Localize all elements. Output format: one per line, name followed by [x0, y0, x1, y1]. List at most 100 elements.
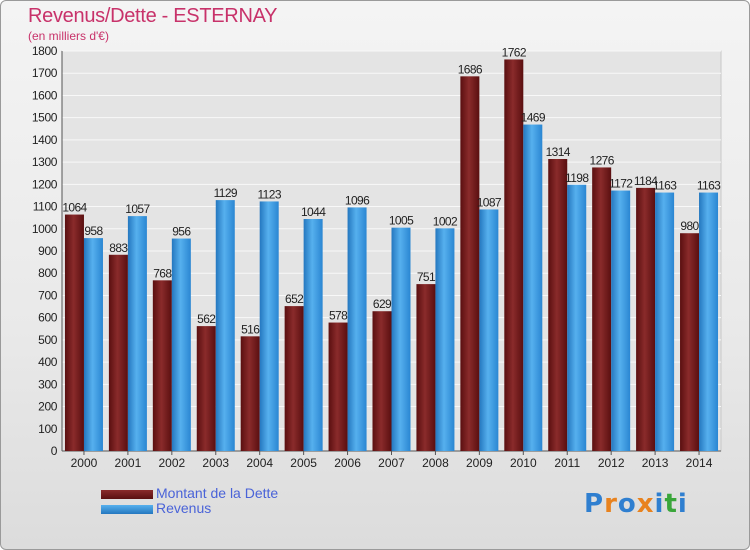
value-label-dette: 883 — [109, 241, 128, 255]
y-tick-label: 400 — [38, 355, 58, 369]
bar-revenus — [391, 227, 411, 451]
x-tick-label: 2013 — [642, 456, 669, 470]
proxiti-logo: Proxiti — [584, 489, 688, 519]
chart-subtitle: (en milliers d'€) — [28, 29, 109, 43]
x-tick-label: 2003 — [202, 456, 229, 470]
x-tick-label: 2014 — [686, 456, 713, 470]
x-tick-label: 2012 — [598, 456, 625, 470]
logo-letter: i — [654, 489, 665, 519]
value-label-revenus: 1172 — [609, 177, 633, 191]
bar-dette — [196, 326, 216, 451]
bar-revenus — [435, 228, 455, 451]
y-tick-label: 700 — [38, 288, 58, 302]
y-tick-label: 1800 — [32, 44, 58, 58]
y-tick-label: 1000 — [32, 222, 58, 236]
value-label-dette: 562 — [197, 312, 216, 326]
x-tick-label: 2006 — [334, 456, 361, 470]
y-tick-label: 1700 — [32, 66, 58, 80]
x-tick-label: 2011 — [554, 456, 580, 470]
x-tick-label: 2005 — [290, 456, 317, 470]
value-label-revenus: 1469 — [521, 111, 546, 125]
value-label-revenus: 1044 — [301, 205, 326, 219]
value-label-dette: 652 — [285, 292, 304, 306]
y-tick-label: 1500 — [32, 111, 58, 125]
bar-dette — [328, 322, 348, 451]
value-label-dette: 516 — [241, 322, 260, 336]
bar-dette — [284, 306, 304, 451]
value-label-revenus: 956 — [172, 225, 191, 239]
value-label-revenus: 1057 — [125, 202, 150, 216]
value-label-dette: 768 — [153, 266, 172, 280]
bar-revenus — [611, 190, 631, 452]
logo-letter: o — [617, 489, 637, 519]
bar-dette — [240, 336, 260, 451]
value-label-revenus: 1198 — [565, 171, 589, 185]
bar-dette — [372, 311, 392, 451]
value-label-dette: 1686 — [458, 62, 483, 76]
bar-dette — [416, 284, 436, 451]
x-tick-label: 2009 — [466, 456, 493, 470]
logo-letter: x — [636, 489, 655, 519]
legend-swatch-dette — [101, 490, 153, 499]
value-label-revenus: 958 — [84, 224, 103, 238]
value-label-dette: 1314 — [546, 145, 571, 159]
y-tick-label: 1600 — [32, 88, 58, 102]
x-tick-label: 2008 — [422, 456, 449, 470]
value-label-dette: 578 — [329, 309, 348, 323]
value-label-dette: 980 — [680, 219, 699, 233]
x-tick-label: 2001 — [115, 456, 142, 470]
value-label-revenus: 1163 — [653, 179, 677, 193]
bar-dette — [592, 167, 612, 451]
value-label-revenus: 1002 — [433, 214, 458, 228]
value-label-dette: 1762 — [502, 45, 527, 59]
y-tick-label: 1400 — [32, 133, 58, 147]
bar-revenus — [479, 209, 499, 451]
value-label-revenus: 1096 — [345, 193, 370, 207]
x-tick-label: 2010 — [510, 456, 537, 470]
bar-dette — [548, 159, 568, 451]
bar-dette — [108, 254, 128, 451]
y-tick-label: 800 — [38, 266, 58, 280]
value-label-dette: 1184 — [634, 174, 658, 188]
bar-revenus — [259, 201, 279, 451]
bar-revenus — [347, 207, 367, 451]
logo-letter: r — [604, 489, 618, 519]
y-tick-label: 500 — [38, 333, 58, 347]
value-label-revenus: 1163 — [697, 179, 721, 193]
y-tick-label: 1100 — [33, 200, 58, 214]
value-label-dette: 751 — [417, 270, 436, 284]
y-tick-label: 100 — [38, 422, 58, 436]
y-tick-label: 200 — [38, 400, 58, 414]
bar-revenus — [83, 238, 103, 451]
logo-letter: P — [584, 489, 605, 519]
y-tick-label: 0 — [51, 444, 58, 458]
value-label-dette: 629 — [373, 297, 392, 311]
bar-revenus — [171, 238, 191, 451]
legend-label-dette: Montant de la Dette — [156, 485, 279, 501]
bar-revenus — [567, 184, 587, 451]
bar-revenus — [699, 192, 719, 452]
y-tick-label: 900 — [38, 244, 58, 258]
x-tick-label: 2000 — [71, 456, 98, 470]
value-label-revenus: 1129 — [214, 186, 238, 200]
value-label-dette: 1276 — [590, 153, 615, 167]
value-label-revenus: 1087 — [477, 195, 502, 209]
bar-revenus — [523, 124, 543, 452]
logo-letter: i — [677, 489, 688, 519]
x-tick-label: 2004 — [246, 456, 273, 470]
bar-dette — [680, 233, 700, 451]
y-tick-label: 300 — [38, 377, 58, 391]
legend-swatch-revenus — [101, 505, 153, 514]
bar-dette — [152, 280, 172, 451]
x-tick-label: 2007 — [378, 456, 405, 470]
x-tick-label: 2002 — [158, 456, 185, 470]
legend-label-revenus: Revenus — [156, 500, 212, 516]
bar-revenus — [215, 200, 235, 451]
value-label-revenus: 1005 — [389, 214, 414, 228]
bar-dette — [636, 187, 656, 451]
value-label-revenus: 1123 — [257, 187, 281, 201]
bar-dette — [64, 214, 84, 451]
y-tick-label: 1300 — [32, 155, 58, 169]
